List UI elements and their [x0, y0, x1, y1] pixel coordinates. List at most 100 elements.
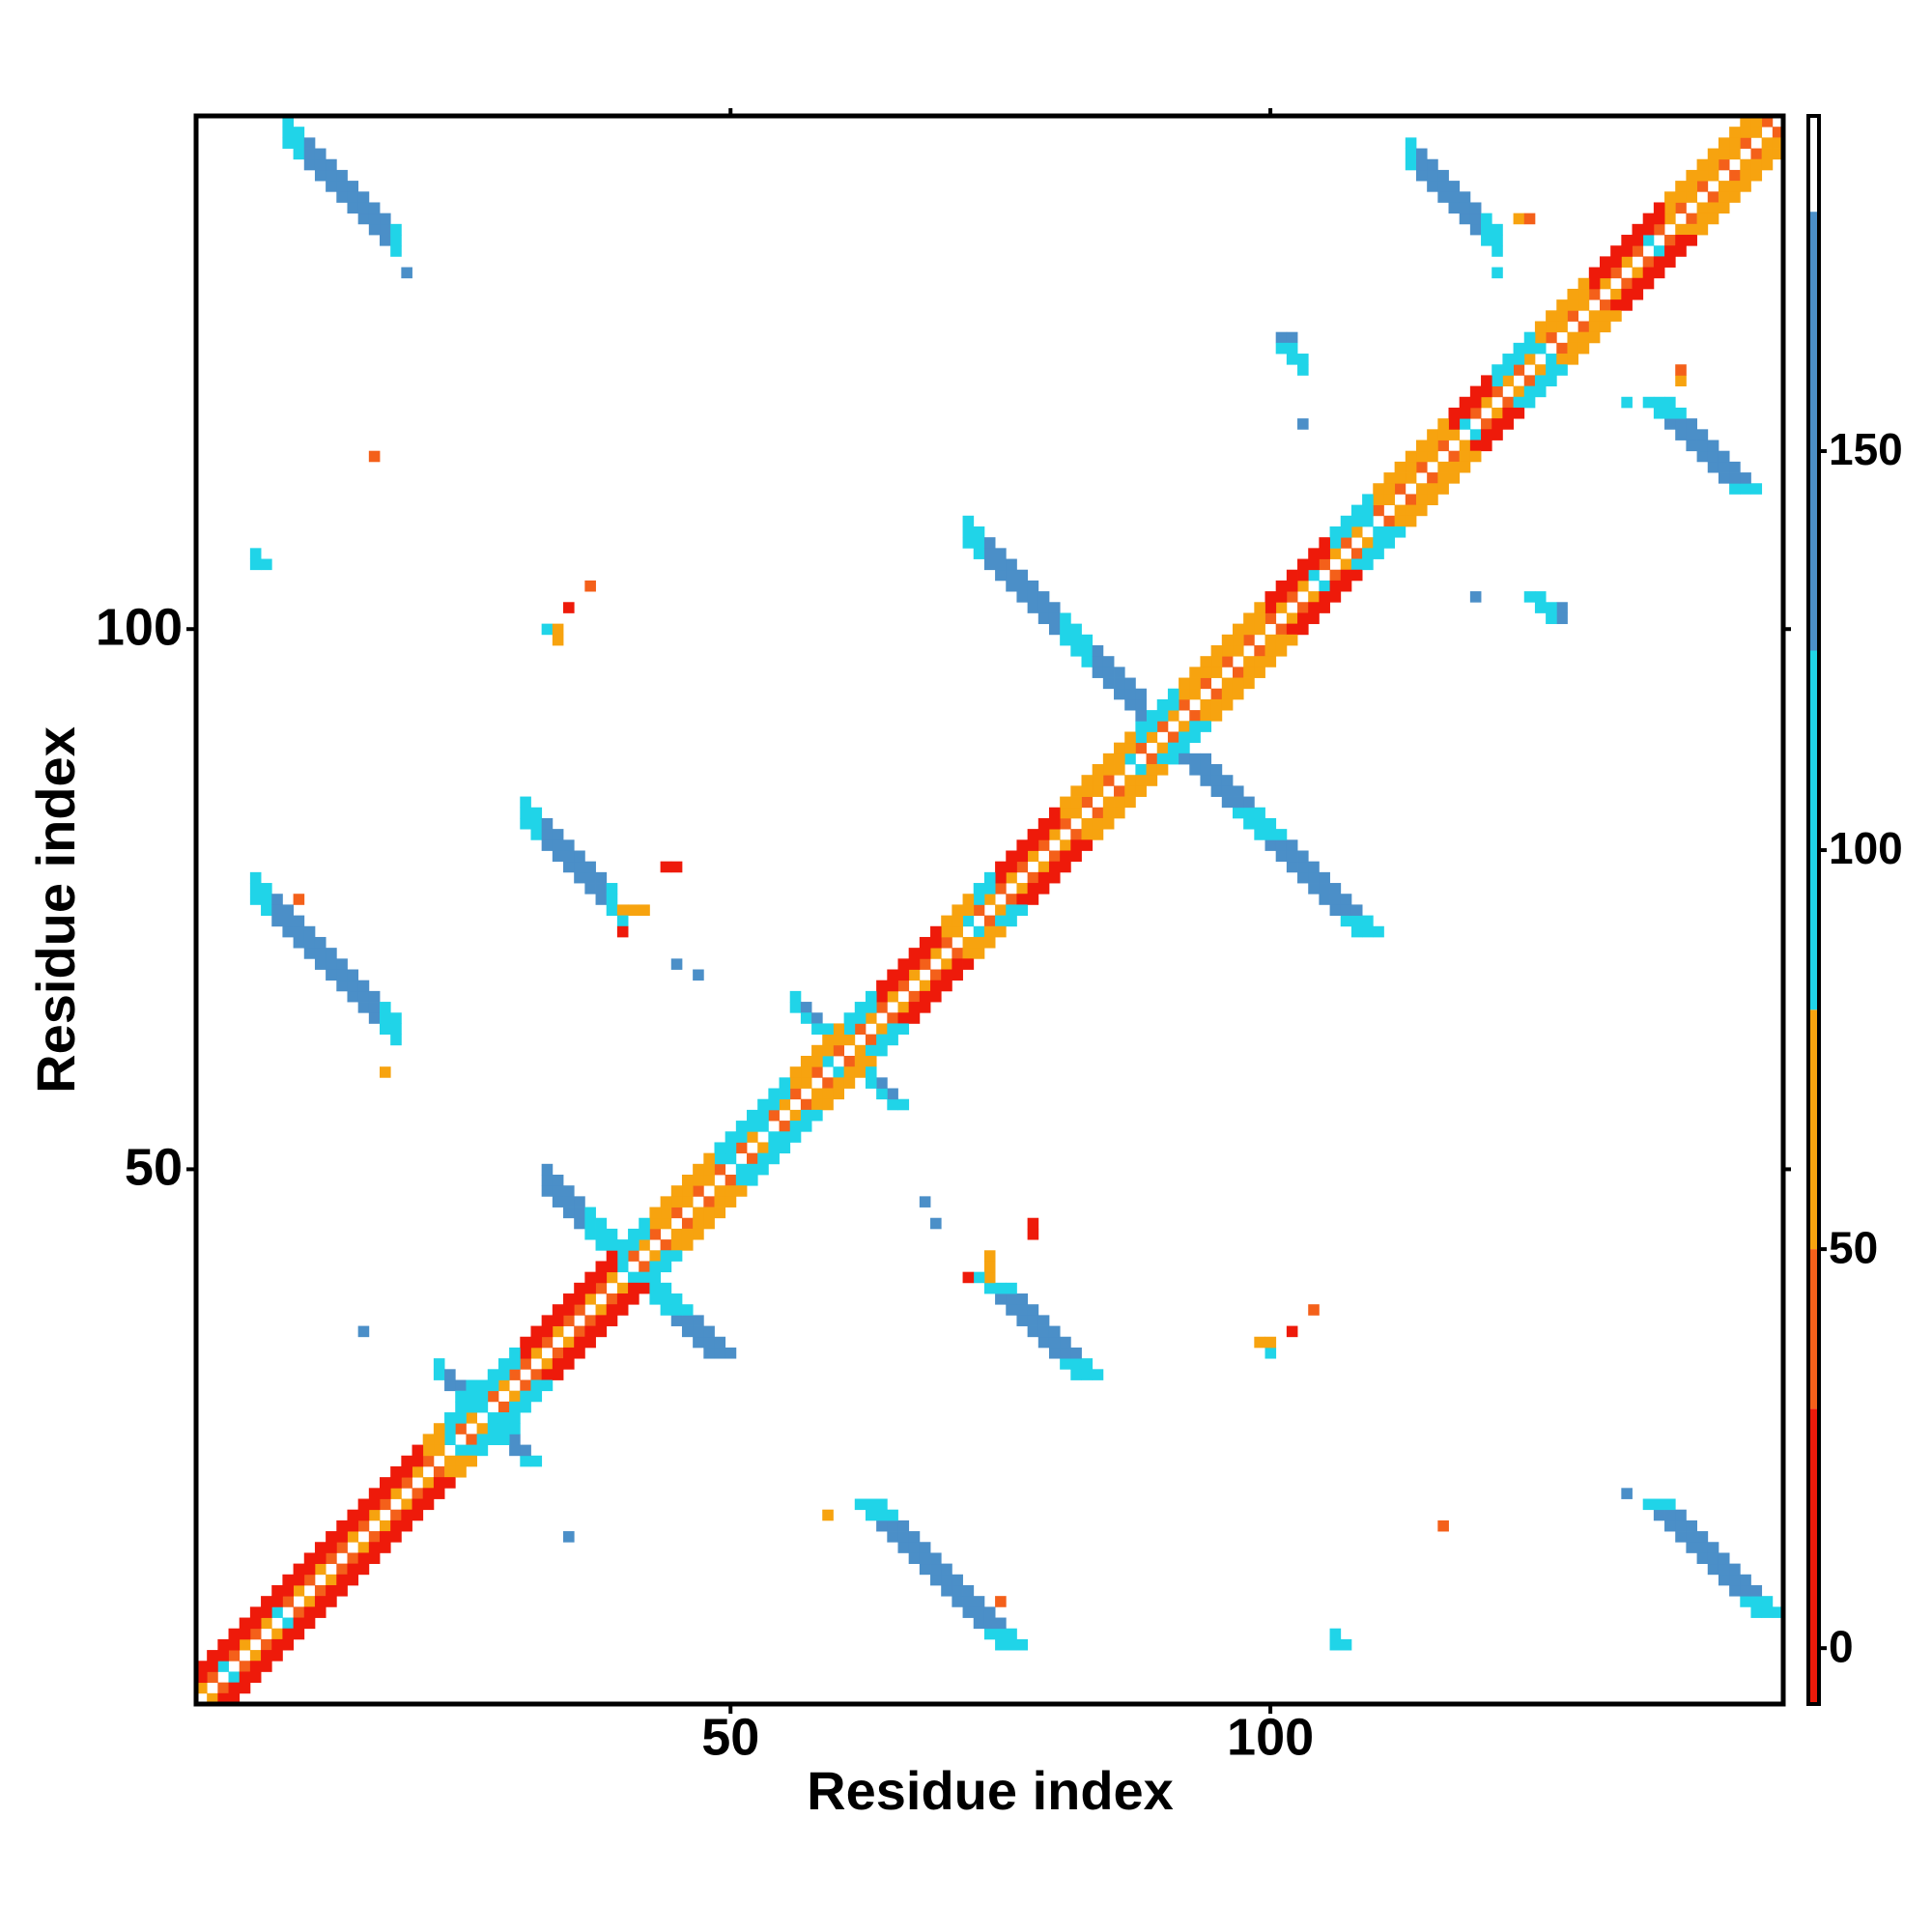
- heatmap-cell: [1567, 299, 1579, 311]
- heatmap-cell: [1664, 1498, 1676, 1511]
- heatmap-cell: [1481, 418, 1492, 430]
- heatmap-cell: [1546, 602, 1557, 613]
- heatmap-cell: [261, 883, 272, 895]
- heatmap-cell: [347, 1563, 359, 1576]
- heatmap-cell: [1275, 850, 1288, 863]
- heatmap-cell: [768, 1131, 780, 1143]
- heatmap-cell: [326, 958, 337, 970]
- heatmap-cell: [908, 948, 921, 959]
- heatmap-cell: [628, 1250, 639, 1262]
- heatmap-cell: [347, 181, 359, 192]
- heatmap-cell: [1427, 158, 1438, 171]
- heatmap-cell: [1254, 1336, 1265, 1349]
- heatmap-cell: [1135, 688, 1147, 700]
- heatmap-cell: [833, 1077, 845, 1089]
- heatmap-cell: [1481, 375, 1492, 386]
- heatmap-cell: [693, 1325, 704, 1338]
- heatmap-cell: [930, 936, 942, 949]
- heatmap-cell: [1718, 158, 1730, 171]
- heatmap-cell: [1210, 764, 1223, 776]
- heatmap-cell: [1556, 321, 1568, 333]
- heatmap-cell: [660, 1217, 672, 1230]
- heatmap-cell: [1696, 429, 1709, 440]
- heatmap-cell: [1350, 504, 1363, 517]
- heatmap-cell: [1037, 817, 1050, 830]
- x-tick-label: 100: [1227, 1708, 1314, 1766]
- heatmap-cell: [1675, 1531, 1687, 1543]
- heatmap-cell: [1481, 429, 1492, 440]
- heatmap-cell: [1427, 450, 1438, 463]
- heatmap-cell: [1329, 537, 1342, 549]
- heatmap-cell: [811, 1023, 823, 1036]
- heatmap-cell: [1340, 894, 1352, 905]
- heatmap-cell: [1114, 667, 1125, 678]
- heatmap-cell: [941, 980, 952, 992]
- heatmap-cell: [1092, 667, 1104, 678]
- heatmap-cell: [1427, 169, 1438, 182]
- heatmap-cell: [1102, 796, 1115, 809]
- heatmap-cell: [1459, 461, 1471, 473]
- heatmap-cell: [303, 1574, 316, 1586]
- heatmap-cell: [1642, 396, 1655, 409]
- heatmap-cell: [217, 1650, 229, 1662]
- heatmap-cell: [293, 148, 305, 160]
- heatmap-cell: [1060, 612, 1071, 625]
- heatmap-cell: [952, 915, 963, 927]
- heatmap-cell: [314, 1542, 327, 1553]
- heatmap-cell: [919, 1563, 931, 1576]
- heatmap-cell: [1243, 656, 1255, 668]
- heatmap-cell: [1070, 839, 1082, 851]
- heatmap-cell: [983, 558, 996, 571]
- heatmap-cell: [466, 1434, 477, 1445]
- heatmap-cell: [1027, 839, 1039, 851]
- heatmap-cell: [1373, 494, 1384, 506]
- heatmap-cell: [1718, 1563, 1730, 1576]
- heatmap-cell: [1135, 742, 1147, 754]
- heatmap-cell: [952, 1584, 963, 1597]
- heatmap-cell: [1060, 623, 1071, 636]
- heatmap-cell: [1383, 494, 1396, 506]
- heatmap-cell: [1696, 213, 1709, 225]
- heatmap-cell: [865, 1002, 877, 1013]
- heatmap-cell: [1481, 396, 1492, 409]
- heatmap-cell: [616, 1239, 629, 1251]
- heatmap-cell: [541, 1315, 554, 1326]
- heatmap-cell: [649, 1293, 662, 1305]
- heatmap-cell: [1006, 558, 1017, 571]
- heatmap-cell: [574, 861, 585, 873]
- heatmap-cell: [271, 1584, 283, 1597]
- heatmap-cell: [1264, 645, 1277, 657]
- heatmap-cell: [1740, 116, 1751, 128]
- heatmap-cell: [563, 861, 575, 873]
- heatmap-cell: [1081, 829, 1094, 840]
- heatmap-cell: [584, 580, 596, 592]
- x-axis-title: Residue index: [807, 1760, 1174, 1821]
- heatmap-cell: [552, 1315, 564, 1326]
- heatmap-cell: [1523, 591, 1536, 603]
- heatmap-cell: [1200, 656, 1212, 668]
- colorbar-tick-label: 50: [1829, 1222, 1878, 1272]
- heatmap-cell: [239, 1682, 251, 1694]
- heatmap-cell: [390, 1012, 402, 1024]
- heatmap-cell: [1340, 915, 1352, 927]
- heatmap-cell: [1546, 321, 1557, 333]
- heatmap-cell: [530, 1379, 543, 1392]
- heatmap-cell: [1037, 861, 1050, 873]
- heatmap-cell: [1750, 127, 1763, 138]
- heatmap-cell: [1124, 698, 1136, 711]
- heatmap-cell: [983, 1261, 996, 1273]
- heatmap-cell: [1523, 396, 1536, 409]
- heatmap-cell: [336, 1542, 348, 1553]
- heatmap-cell: [1469, 202, 1482, 214]
- heatmap-cell: [887, 1034, 898, 1046]
- heatmap-cell: [1405, 148, 1417, 160]
- heatmap-cell: [1675, 364, 1687, 376]
- heatmap-cell: [1060, 796, 1071, 809]
- heatmap-cell: [649, 1207, 662, 1219]
- heatmap-cell: [1179, 753, 1190, 765]
- heatmap-cell: [908, 958, 921, 970]
- heatmap-cell: [1534, 591, 1547, 603]
- heatmap-cell: [1469, 385, 1482, 398]
- heatmap-cell: [390, 1488, 402, 1499]
- heatmap-cell: [444, 1434, 456, 1445]
